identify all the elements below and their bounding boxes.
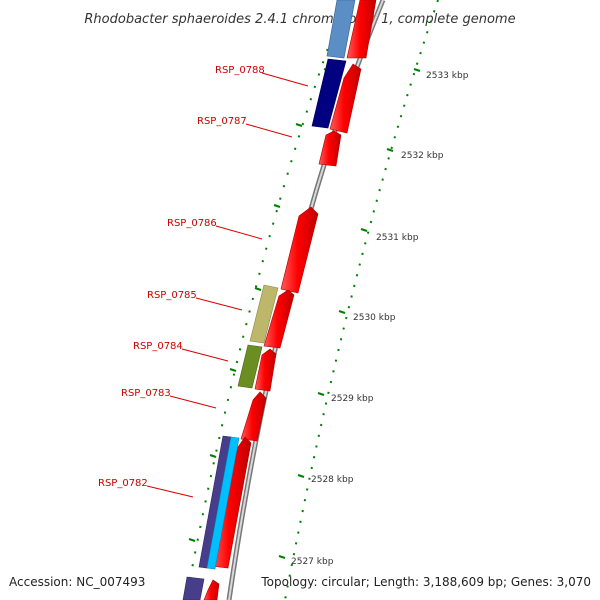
- kbp-tick-2530: [338, 310, 346, 314]
- kbp-labels: 2533 kbp 2532 kbp 2531 kbp 2530 kbp 2529…: [291, 71, 469, 567]
- gene-arrow-rsp0783[interactable]: [240, 391, 267, 442]
- kbp-label: 2528 kbp: [311, 475, 354, 485]
- kbp-ruler-minor-ticks: [284, 0, 439, 600]
- kbp-label: 2531 kbp: [376, 233, 419, 243]
- inner-tick-ring: [185, 0, 346, 600]
- gene-arrow-rsp0789[interactable]: [346, 0, 377, 59]
- gene-label-rsp0788[interactable]: RSP_0788: [215, 65, 265, 76]
- topology-text: Topology: circular; Length: 3,188,609 bp…: [260, 575, 591, 589]
- cds-feature-bars: [182, 0, 356, 600]
- gene-label-rsp0784[interactable]: RSP_0784: [133, 341, 183, 352]
- kbp-ruler-major-ticks: [278, 68, 421, 559]
- gene-label-rsp0786[interactable]: RSP_0786: [167, 218, 217, 229]
- gene-label-rsp0787[interactable]: RSP_0787: [197, 116, 247, 127]
- map-title: Rhodobacter sphaeroides 2.4.1 chromosome…: [84, 12, 515, 27]
- gene-arrow-rsp0787[interactable]: [318, 130, 342, 167]
- cds-bar-khaki[interactable]: [249, 284, 279, 344]
- gene-arrow-rsp0785[interactable]: [263, 289, 295, 349]
- cds-bar-slateblue-lower[interactable]: [182, 576, 205, 600]
- kbp-tick-2529: [317, 392, 325, 396]
- gene-label-leaders: [146, 72, 309, 498]
- kbp-label: 2532 kbp: [401, 151, 444, 161]
- gene-arrow-rsp0781[interactable]: [203, 579, 220, 600]
- kbp-tick-2527: [278, 555, 286, 559]
- kbp-tick-2533: [413, 68, 421, 72]
- kbp-label: 2527 kbp: [291, 557, 334, 567]
- gene-arrow-rsp0784[interactable]: [254, 348, 277, 392]
- gene-arrow-rsp0788[interactable]: [329, 63, 362, 134]
- kbp-tick-2532: [386, 148, 394, 152]
- kbp-tick-2531: [360, 228, 368, 232]
- gene-label-rsp0783[interactable]: RSP_0783: [121, 388, 171, 399]
- gene-label-rsp0785[interactable]: RSP_0785: [147, 290, 197, 301]
- cds-bar-steelblue[interactable]: [326, 0, 356, 59]
- kbp-label: 2533 kbp: [426, 71, 469, 81]
- cds-bar-cyan[interactable]: [206, 436, 240, 570]
- gene-labels: RSP_0788 RSP_0787 RSP_0786 RSP_0785 RSP_…: [98, 65, 265, 489]
- cds-bar-olive[interactable]: [237, 344, 263, 389]
- cds-bar-navy[interactable]: [311, 58, 347, 129]
- accession-text: Accession: NC_007493: [9, 575, 145, 589]
- kbp-label: 2530 kbp: [353, 313, 396, 323]
- gene-label-rsp0782[interactable]: RSP_0782: [98, 478, 148, 489]
- kbp-tick-2528: [297, 474, 305, 478]
- gene-arrow-rsp0786[interactable]: [280, 206, 319, 294]
- backbone: [226, 0, 386, 600]
- kbp-label: 2529 kbp: [331, 394, 374, 404]
- forward-strand-genes: [203, 0, 377, 600]
